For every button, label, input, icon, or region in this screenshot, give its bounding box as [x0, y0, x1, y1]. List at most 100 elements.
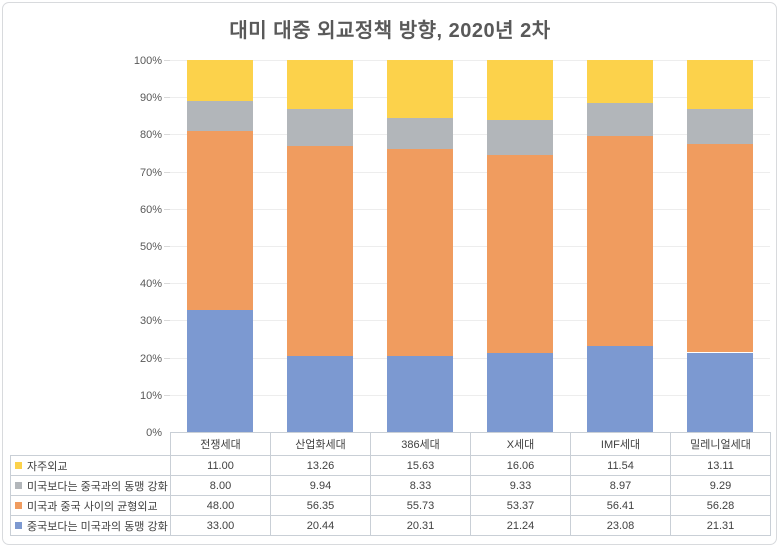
table-value-cell: 55.73: [370, 495, 471, 516]
legend-label: 미국과 중국 사이의 균형외교: [10, 495, 171, 516]
table-value-cell: 8.97: [570, 475, 671, 496]
table-value-cell: 13.26: [270, 455, 371, 476]
bar-segment: [387, 149, 453, 356]
table-row: 미국과 중국 사이의 균형외교 48.00 56.35 55.73 53.37 56.41…: [10, 495, 771, 516]
bar-segment: [587, 103, 653, 136]
bar-segment: [487, 353, 553, 432]
category-header: IMF세대: [570, 432, 671, 456]
y-axis-tick: [164, 134, 170, 135]
gridline-40: [170, 283, 770, 284]
bar-segment: [587, 346, 653, 432]
table-value-cell: 21.31: [670, 515, 771, 536]
legend-swatch-icon: [15, 522, 22, 530]
bar-segment: [187, 101, 253, 131]
y-axis-tick: [164, 172, 170, 173]
table-row: 미국보다는 중국과의 동맹 강화 8.00 9.94 8.33 9.33 8.97 9.29: [10, 475, 771, 496]
table-value-cell: 33.00: [170, 515, 271, 536]
y-axis-label: 30%: [139, 315, 162, 327]
y-axis-label: 80%: [139, 129, 162, 141]
bar-segment: [287, 60, 353, 109]
bar-segment: [287, 146, 353, 356]
bar-segment: [687, 143, 753, 352]
bar-segment: [487, 60, 553, 120]
legend-swatch-icon: [15, 502, 22, 510]
bar-segment: [387, 356, 453, 432]
bar-segment: [587, 60, 653, 103]
table-value-cell: 56.28: [670, 495, 771, 516]
legend-swatch-icon: [15, 462, 22, 470]
bar-segment: [187, 309, 253, 432]
table-header-row: 전쟁세대 산업화세대 386세대 X세대 IMF세대 밀레니얼세대: [11, 432, 771, 456]
data-table-legend: 전쟁세대 산업화세대 386세대 X세대 IMF세대 밀레니얼세대 자주외교 11.00 13.…: [10, 432, 771, 536]
y-axis-tick: [164, 97, 170, 98]
y-axis-tick: [164, 246, 170, 247]
table-value-cell: 13.11: [670, 455, 771, 476]
bar-segment: [587, 136, 653, 346]
gridline-70: [170, 172, 770, 173]
y-axis-label: 70%: [139, 167, 162, 179]
gridline-90: [170, 97, 770, 98]
bar-segment: [287, 356, 353, 432]
table-value-cell: 11.54: [570, 455, 671, 476]
table-value-cell: 9.33: [470, 475, 571, 496]
table-value-cell: 9.29: [670, 475, 771, 496]
chart-title: 대미 대중 외교정책 방향, 2020년 2차: [229, 20, 551, 42]
bar-segment: [387, 118, 453, 149]
gridline-30: [170, 320, 770, 321]
gridline-80: [170, 134, 770, 135]
table-row: 자주외교 11.00 13.26 15.63 16.06 11.54 13.11: [10, 455, 771, 476]
legend-label: 미국보다는 중국과의 동맹 강화: [10, 475, 171, 496]
table-value-cell: 11.00: [170, 455, 271, 476]
y-axis-tick: [164, 320, 170, 321]
bar-segment: [487, 154, 553, 353]
y-axis-label: 50%: [139, 241, 162, 253]
y-axis-label: 90%: [139, 92, 162, 104]
y-axis-tick: [164, 283, 170, 284]
y-axis-label: 0%: [146, 427, 162, 439]
table-value-cell: 8.33: [370, 475, 471, 496]
bar-segment: [187, 131, 253, 310]
category-header: 밀레니얼세대: [670, 432, 771, 456]
gridline-20: [170, 358, 770, 359]
category-header: X세대: [470, 432, 571, 456]
y-axis-tick: [164, 395, 170, 396]
gridline-10: [170, 395, 770, 396]
table-value-cell: 56.41: [570, 495, 671, 516]
gridline-50: [170, 246, 770, 247]
legend-label: 자주외교: [10, 455, 171, 476]
table-corner-empty: [11, 433, 171, 456]
bar-segment: [287, 109, 353, 146]
y-axis-label: 60%: [139, 204, 162, 216]
table-value-cell: 48.00: [170, 495, 271, 516]
y-axis-tick: [164, 60, 170, 61]
table-value-cell: 20.31: [370, 515, 471, 536]
y-axis-label: 100%: [133, 55, 162, 67]
y-axis-label: 10%: [139, 390, 162, 402]
table-value-cell: 23.08: [570, 515, 671, 536]
legend-label: 중국보다는 미국과의 동맹 강화: [10, 515, 171, 536]
table-value-cell: 15.63: [370, 455, 471, 476]
gridline-100: [170, 60, 770, 61]
legend-swatch-icon: [15, 482, 22, 490]
bar-segment: [187, 60, 253, 101]
bar-segment: [487, 120, 553, 155]
bar-segment: [687, 109, 753, 144]
table-value-cell: 9.94: [270, 475, 371, 496]
table-value-cell: 8.00: [170, 475, 271, 496]
category-header: 386세대: [370, 432, 471, 456]
bar-segment: [687, 353, 753, 432]
table-value-cell: 21.24: [470, 515, 571, 536]
table-value-cell: 16.06: [470, 455, 571, 476]
category-header: 전쟁세대: [170, 432, 271, 456]
table-value-cell: 53.37: [470, 495, 571, 516]
y-axis-tick: [164, 358, 170, 359]
table-row: 중국보다는 미국과의 동맹 강화 33.00 20.44 20.31 21.24 23.0…: [10, 515, 771, 536]
gridline-60: [170, 209, 770, 210]
y-axis-tick: [164, 209, 170, 210]
bar-segment: [687, 60, 753, 109]
table-value-cell: 56.35: [270, 495, 371, 516]
y-axis-label: 20%: [139, 353, 162, 365]
category-header: 산업화세대: [270, 432, 371, 456]
bar-segment: [387, 60, 453, 118]
